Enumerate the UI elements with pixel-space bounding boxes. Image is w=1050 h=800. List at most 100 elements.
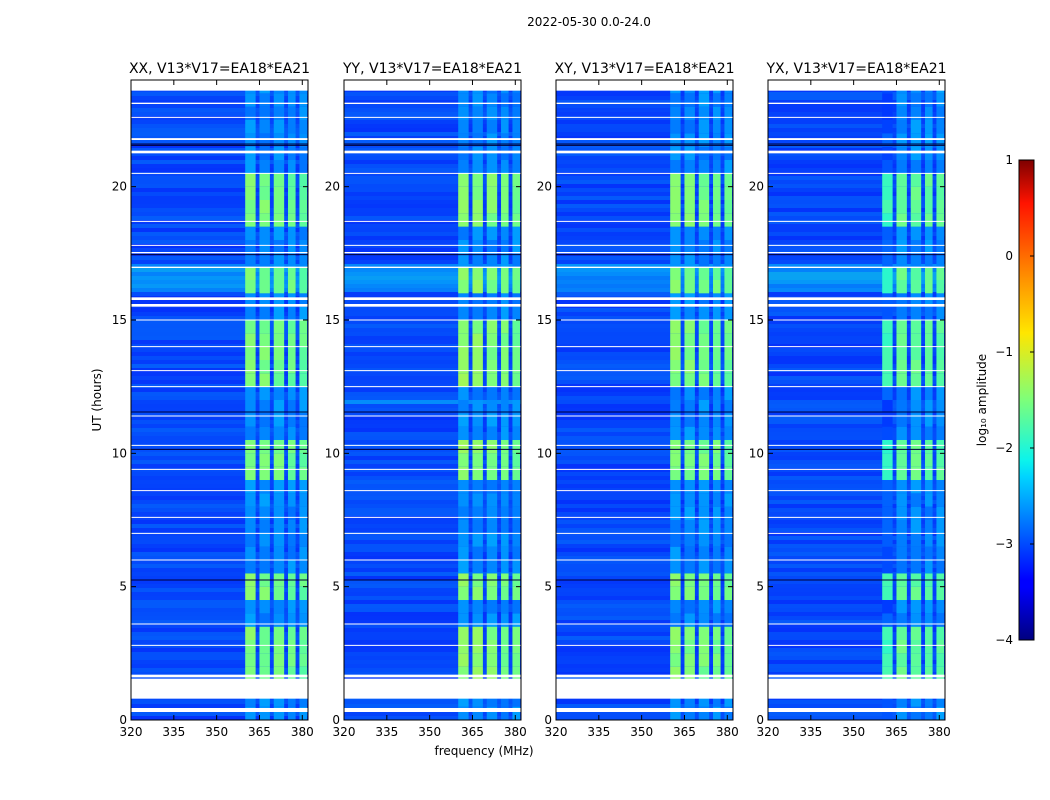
time-strip	[556, 624, 733, 628]
rfi-cell	[910, 640, 922, 654]
rfi-cell	[472, 546, 483, 560]
rfi-cell	[259, 306, 270, 320]
time-strip	[344, 292, 521, 296]
rfi-cell	[684, 466, 695, 480]
rfi-cell	[724, 200, 732, 214]
rfi-cell	[925, 426, 933, 440]
rfi-cell	[713, 240, 721, 254]
rfi-cell	[670, 466, 681, 480]
rfi-cell	[299, 106, 307, 120]
rfi-cell	[273, 546, 285, 560]
time-strip	[131, 556, 308, 560]
rfi-cell	[698, 653, 710, 667]
rfi-cell	[501, 200, 509, 214]
rfi-cell	[273, 440, 285, 454]
time-strip	[344, 668, 521, 672]
rfi-cell	[936, 106, 944, 120]
flagged-row	[556, 150, 733, 154]
time-strip	[344, 600, 521, 604]
time-strip	[768, 580, 945, 584]
rfi-cell	[882, 280, 893, 294]
time-strip	[556, 500, 733, 504]
time-strip	[768, 540, 945, 544]
rfi-cell	[896, 173, 907, 187]
rfi-cell	[472, 413, 483, 427]
rfi-cell	[925, 653, 933, 667]
flagged-row	[556, 138, 733, 140]
time-strip	[344, 468, 521, 472]
rfi-cell	[501, 626, 509, 640]
rfi-cell	[713, 173, 721, 187]
time-strip	[768, 368, 945, 372]
time-strip	[131, 348, 308, 352]
rfi-cell	[512, 360, 520, 374]
rfi-cell	[501, 533, 509, 547]
colorbar: 10−1−2−3−4 log₁₀ amplitude	[975, 153, 1035, 647]
rfi-cell	[910, 480, 922, 494]
rfi-cell	[936, 160, 944, 174]
rfi-cell	[299, 386, 307, 400]
rfi-cell	[882, 533, 893, 547]
time-strip	[556, 548, 733, 552]
rfi-cell	[299, 346, 307, 360]
rfi-cell	[245, 280, 256, 294]
rfi-cell	[713, 280, 721, 294]
time-strip	[768, 668, 945, 672]
rfi-cell	[288, 186, 296, 200]
flagged-row	[131, 138, 308, 140]
rfi-cell	[472, 626, 483, 640]
time-strip	[131, 136, 308, 140]
rfi-cell	[910, 466, 922, 480]
time-strip	[556, 124, 733, 128]
rfi-cell	[684, 280, 695, 294]
rfi-cell	[259, 613, 270, 627]
time-strip	[768, 92, 945, 96]
x-tick-label: 335	[375, 725, 398, 739]
time-strip	[556, 488, 733, 492]
rfi-cell	[713, 346, 721, 360]
time-strip	[344, 592, 521, 596]
time-strip	[768, 716, 945, 720]
rfi-cell	[512, 600, 520, 614]
figure-title: 2022-05-30 0.0-24.0	[527, 15, 651, 29]
time-strip	[131, 568, 308, 572]
time-strip	[131, 92, 308, 96]
rfi-cell	[925, 360, 933, 374]
time-strip	[344, 556, 521, 560]
time-strip	[344, 632, 521, 636]
rfi-cell	[245, 520, 256, 534]
time-strip	[768, 532, 945, 536]
rfi-cell	[512, 520, 520, 534]
time-strip	[768, 536, 945, 540]
rfi-cell	[670, 413, 681, 427]
time-strip	[344, 376, 521, 380]
time-strip	[131, 220, 308, 224]
rfi-cell	[458, 560, 469, 574]
rfi-cell	[896, 560, 907, 574]
rfi-cell	[486, 386, 498, 400]
rfi-cell	[925, 333, 933, 347]
colorbar-tick-label: 0	[1005, 249, 1013, 263]
rfi-cell	[245, 600, 256, 614]
time-strip	[344, 208, 521, 212]
time-strip	[131, 312, 308, 316]
time-strip	[131, 700, 308, 704]
time-strip	[131, 500, 308, 504]
rfi-cell	[486, 426, 498, 440]
rfi-cell	[512, 426, 520, 440]
time-strip	[344, 136, 521, 140]
rfi-cell	[512, 253, 520, 267]
rfi-cell	[698, 626, 710, 640]
time-strip	[768, 188, 945, 192]
flagged-row	[131, 678, 308, 699]
rfi-cell	[273, 533, 285, 547]
rfi-cell	[713, 160, 721, 174]
rfi-cell	[501, 613, 509, 627]
time-strip	[131, 524, 308, 528]
rfi-cell	[245, 320, 256, 334]
rfi-cell	[245, 653, 256, 667]
rfi-cell	[910, 613, 922, 627]
time-strip	[131, 128, 308, 132]
time-strip	[344, 672, 521, 676]
time-strip	[131, 192, 308, 196]
